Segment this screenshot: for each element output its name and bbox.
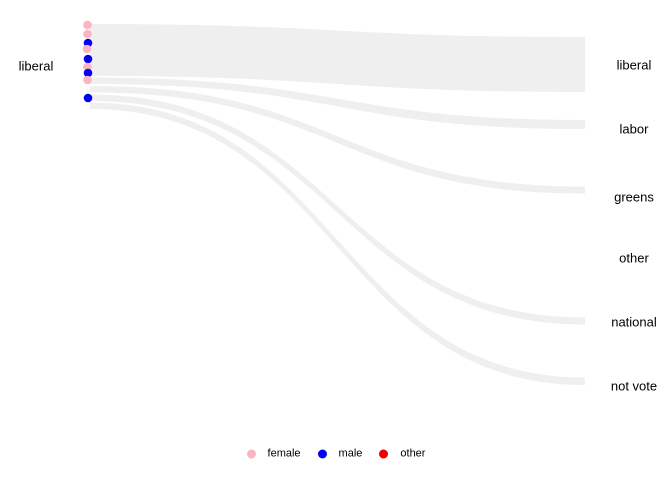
legend-label-female: female — [267, 447, 301, 460]
right-axis-label-not-vote: not vote — [610, 378, 658, 394]
jitter-point-female — [83, 75, 92, 85]
legend: female male other — [0, 447, 672, 460]
left-axis-label-liberal: liberal — [18, 58, 54, 74]
legend-item-male: male — [317, 447, 363, 460]
flow-band-liberal-to-greens — [90, 86, 585, 194]
female-swatch-icon — [246, 449, 256, 459]
legend-item-other: other — [379, 447, 426, 460]
jitter-point-female — [82, 44, 92, 54]
right-axis-label-liberal: liberal — [616, 57, 652, 73]
legend-label-other: other — [400, 447, 426, 460]
flow-band-liberal-to-national — [90, 94, 585, 325]
right-axis-label-other: other — [619, 250, 649, 266]
jitter-point-male — [83, 68, 93, 78]
male-swatch-icon — [317, 449, 327, 459]
jitter-point-male — [83, 93, 93, 103]
right-axis-label-national: national — [611, 314, 657, 330]
other-swatch-icon — [379, 449, 389, 459]
flow-band-liberal-to-labor — [90, 77, 585, 129]
flow-band-liberal-to-liberal — [90, 24, 585, 92]
jitter-point-female — [83, 29, 92, 39]
right-axis-label-greens: greens — [614, 189, 654, 205]
legend-item-female: female — [246, 447, 301, 460]
flow-band-liberal-to-not-vote — [90, 102, 585, 385]
legend-label-male: male — [338, 447, 363, 460]
right-axis-label-labor: labor — [619, 121, 649, 137]
jitter-point-male — [83, 54, 93, 64]
jitter-point-female — [83, 20, 92, 30]
